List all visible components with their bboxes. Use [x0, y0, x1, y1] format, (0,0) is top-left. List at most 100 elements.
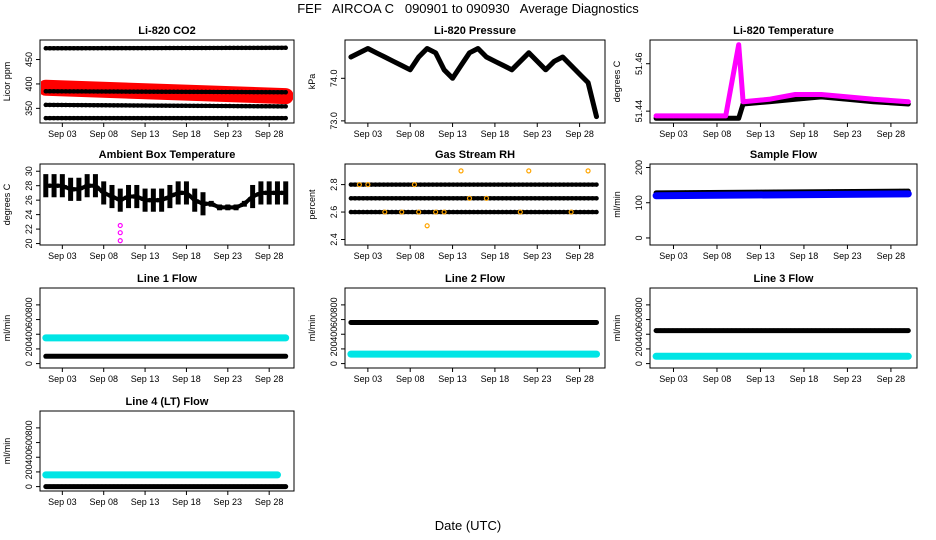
data-point [360, 320, 366, 325]
data-point [561, 320, 567, 325]
data-point [784, 328, 789, 333]
data-point [352, 351, 358, 357]
data-point [792, 192, 798, 197]
data-point [401, 351, 407, 357]
data-point [545, 65, 550, 71]
data-point [549, 182, 554, 187]
chart-panel-0: Li-820 CO2 Licor ppm 350 400 450 Sep 03 Sep 08… [2, 25, 295, 139]
data-point [352, 196, 358, 201]
y-tick-label: 73.0 [329, 112, 339, 130]
y-axis-label: degrees C [612, 60, 622, 102]
data-point [729, 328, 735, 333]
data-point [737, 192, 743, 198]
data-point [732, 66, 737, 71]
data-point [859, 328, 865, 333]
data-point [666, 193, 671, 198]
data-point [670, 328, 676, 333]
data-point [734, 116, 739, 121]
data-point [373, 196, 378, 201]
data-point [487, 351, 493, 357]
data-point [442, 68, 448, 74]
x-tick-label: Sep 08 [89, 374, 118, 384]
data-point [704, 354, 709, 359]
data-point [438, 182, 444, 187]
data-point [549, 351, 554, 357]
data-point [805, 328, 810, 333]
data-point [369, 320, 374, 325]
data-point [725, 101, 731, 107]
data-point [283, 104, 288, 109]
data-point [557, 196, 562, 201]
data-point [393, 196, 399, 201]
x-tick-label: Sep 18 [172, 129, 201, 139]
data-point [422, 48, 427, 54]
data-point [446, 320, 452, 325]
data-point [385, 351, 391, 357]
data-point [586, 196, 591, 201]
data-point [653, 193, 659, 198]
data-point [868, 328, 873, 333]
data-point [459, 182, 464, 187]
data-point [733, 192, 739, 198]
plot-area [652, 328, 912, 360]
data-point [721, 354, 726, 359]
data-point [360, 196, 366, 201]
data-point [573, 196, 579, 201]
y-tick-label: 51.46 [634, 52, 644, 75]
data-point [568, 209, 574, 215]
data-point [382, 209, 388, 215]
data-point [796, 328, 802, 333]
data-point [716, 193, 722, 198]
data-point [792, 354, 798, 359]
data-point [512, 196, 517, 201]
series-mid-reference [43, 89, 288, 95]
data-point [897, 354, 903, 359]
data-point [569, 196, 575, 201]
data-point [906, 328, 911, 333]
data-point [451, 182, 456, 187]
data-point [826, 192, 831, 197]
data-point [653, 354, 659, 359]
data-point [594, 320, 599, 325]
data-point [504, 64, 509, 70]
data-point [582, 351, 587, 357]
data-point [862, 96, 868, 101]
data-point [532, 196, 538, 201]
data-point [565, 320, 571, 325]
data-point [866, 96, 872, 102]
chart-title: Li-820 CO2 [138, 25, 195, 37]
data-point [401, 209, 407, 215]
data-point [838, 328, 844, 333]
data-point [864, 354, 869, 359]
data-point [847, 354, 852, 359]
data-point [524, 320, 530, 325]
data-point [670, 193, 676, 198]
data-point [418, 351, 423, 357]
data-point [553, 196, 558, 201]
data-point [745, 99, 750, 104]
data-point [877, 97, 882, 102]
data-point [796, 354, 802, 359]
data-point [434, 196, 440, 201]
data-point [524, 52, 530, 57]
data-point [410, 320, 415, 325]
data-point [725, 192, 730, 198]
plot-frame [344, 163, 606, 246]
chart-title: Gas Stream RH [435, 149, 515, 161]
data-point [381, 320, 386, 325]
x-tick-label: Sep 13 [131, 374, 160, 384]
data-point [410, 351, 415, 357]
y-tick-label: 400 [24, 76, 34, 91]
data-point [451, 320, 456, 325]
data-point [754, 328, 760, 333]
y-tick-label: 600 [634, 312, 644, 327]
data-point [840, 94, 846, 99]
data-point [532, 351, 538, 357]
data-point [872, 354, 877, 359]
data-point [784, 93, 789, 99]
chart-title: Li-820 Temperature [733, 25, 834, 37]
data-point [732, 116, 737, 121]
data-point [868, 354, 873, 359]
data-point [754, 354, 760, 359]
